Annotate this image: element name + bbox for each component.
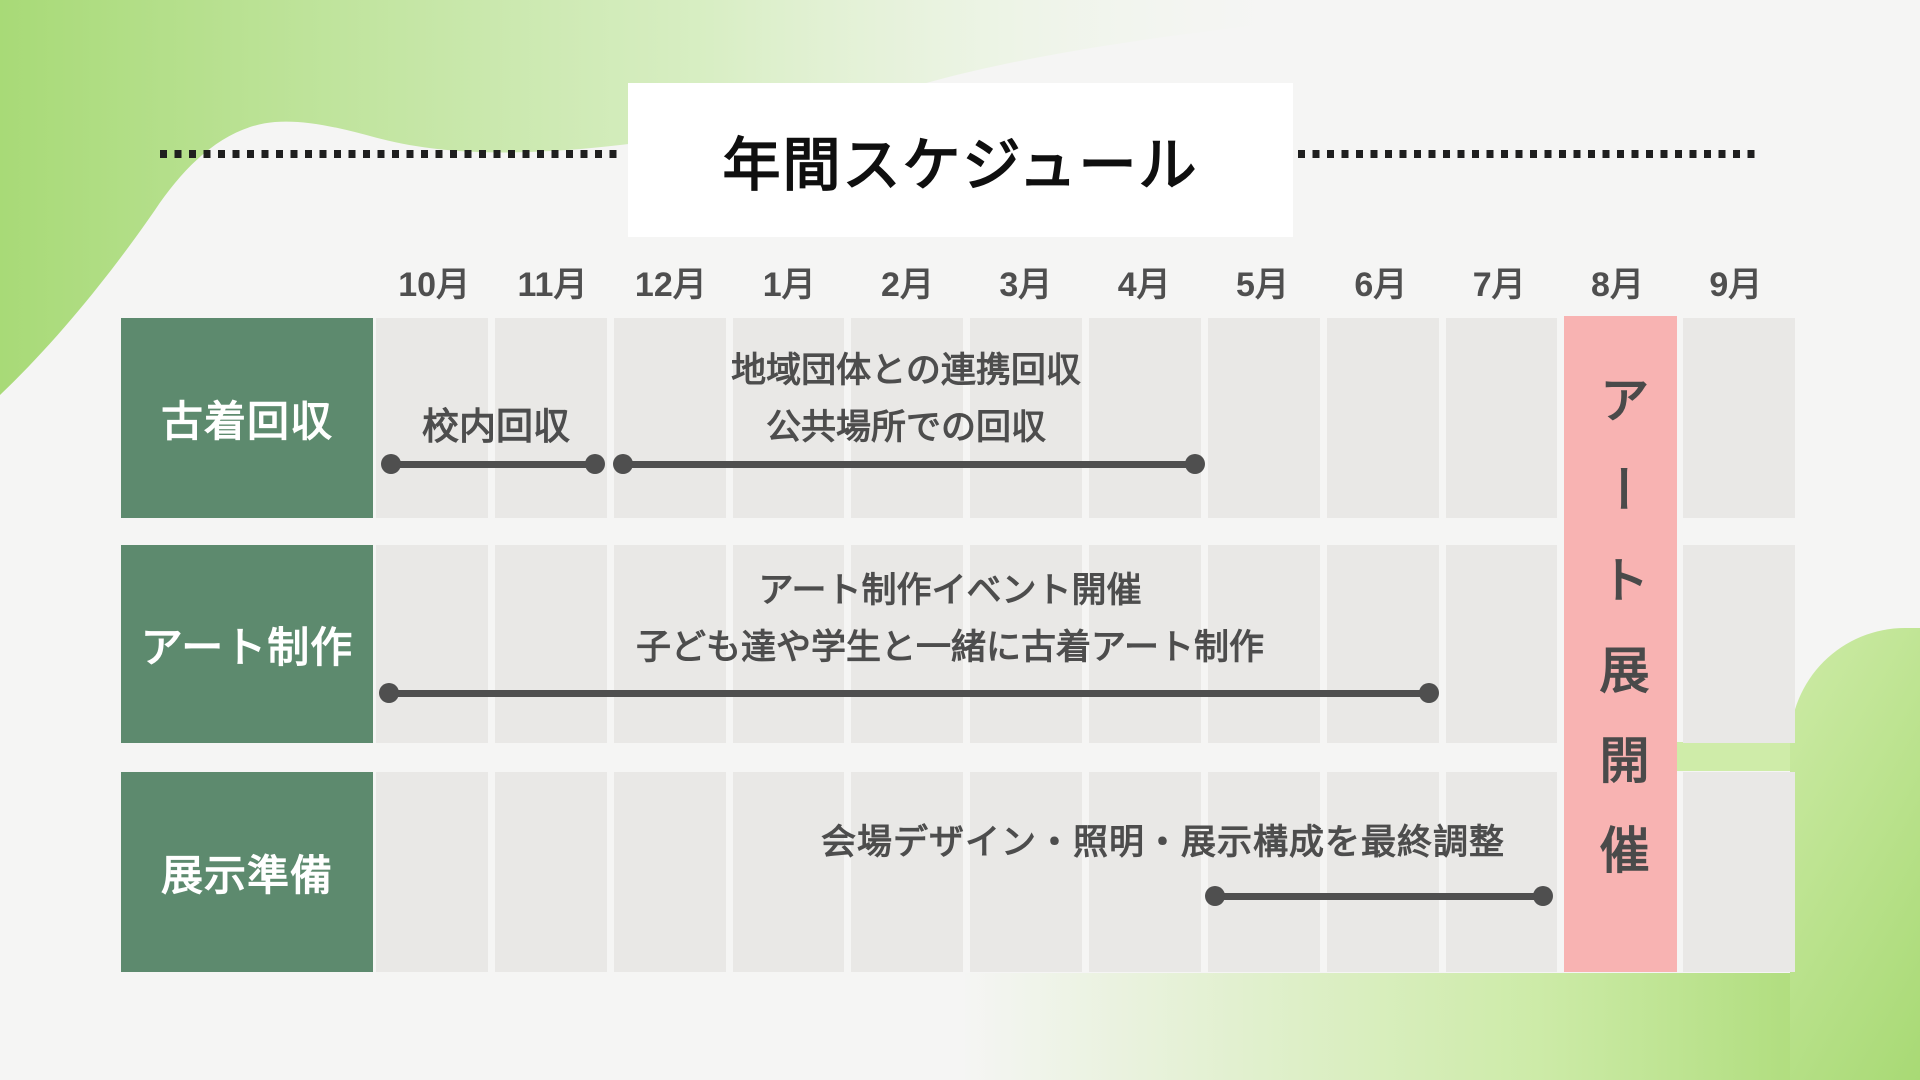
task-label-community-collection: 地域団体との連携回収 公共場所での回収 bbox=[731, 342, 1081, 456]
gantt-bar-school-collection bbox=[381, 454, 605, 474]
row-label: 展示準備 bbox=[121, 772, 373, 972]
task-label-line: 公共場所での回収 bbox=[765, 408, 1046, 447]
highlight-column-august: アート展開催 bbox=[1564, 316, 1677, 972]
month-label: 9月 bbox=[1709, 265, 1763, 304]
bottom-band bbox=[960, 973, 1920, 1080]
month-header: 10月 11月 12月 1月 2月 3月 4月 5月 6月 7月 8月 9月 bbox=[375, 256, 1795, 306]
month-label: 5月 bbox=[1236, 265, 1289, 304]
grid-cell bbox=[1207, 772, 1320, 972]
row-label: アート制作 bbox=[121, 545, 373, 743]
month-label: 12月 bbox=[634, 265, 707, 304]
highlight-column-label: アート展開催 bbox=[1592, 374, 1649, 914]
grid-cell bbox=[1089, 545, 1201, 743]
gantt-bar-art-production bbox=[379, 683, 1439, 703]
gantt-bar-community-collection bbox=[613, 454, 1205, 474]
grid-cell bbox=[376, 545, 488, 743]
grid-cell bbox=[851, 772, 964, 972]
grid-cell bbox=[1445, 545, 1558, 743]
page-title: 年間スケジュール bbox=[722, 133, 1199, 198]
month-label: 1月 bbox=[762, 265, 816, 304]
grid-cell bbox=[613, 545, 726, 743]
month-label: 4月 bbox=[1117, 265, 1171, 304]
grid-cell bbox=[1326, 772, 1439, 972]
grid-cell bbox=[732, 772, 845, 972]
grid-cell bbox=[970, 545, 1082, 743]
task-label-line: 子ども達や学生と一緒に古着アート制作 bbox=[636, 628, 1264, 667]
task-label-line: 校内回収 bbox=[422, 406, 570, 447]
grid-cell bbox=[613, 772, 726, 972]
grid-cell bbox=[851, 318, 964, 518]
grid-cell bbox=[494, 545, 607, 743]
month-label: 8月 bbox=[1591, 265, 1644, 304]
grid-cell bbox=[732, 545, 845, 743]
task-label-exhibition-prep: 会場デザイン・照明・展示構成を最終調整 bbox=[821, 814, 1505, 865]
grid-cell bbox=[1207, 545, 1320, 743]
grid-cell bbox=[1445, 772, 1558, 972]
title-box: 年間スケジュール bbox=[628, 83, 1293, 237]
title-dotted-line-left bbox=[160, 150, 622, 158]
grid-cell bbox=[613, 318, 726, 518]
grid-cell bbox=[1683, 772, 1795, 972]
row-label: 古着回収 bbox=[121, 318, 373, 518]
task-label-line: 地域団体との連携回収 bbox=[731, 351, 1081, 390]
grid-cell bbox=[970, 318, 1082, 518]
grid-cell bbox=[1683, 545, 1795, 743]
gantt-bar-exhibition-prep bbox=[1205, 886, 1553, 906]
grid-cell bbox=[970, 772, 1082, 972]
top-left-wave-blob bbox=[0, 0, 1555, 395]
grid-cell bbox=[1207, 318, 1320, 518]
task-label-school-collection: 校内回収 bbox=[422, 396, 570, 450]
month-label: 7月 bbox=[1472, 265, 1526, 304]
grid-cell bbox=[1326, 318, 1439, 518]
grid-cell bbox=[494, 318, 607, 518]
task-label-line: 会場デザイン・照明・展示構成を最終調整 bbox=[820, 823, 1506, 862]
task-label-line: アート制作イベント開催 bbox=[758, 571, 1142, 610]
month-label: 11月 bbox=[517, 265, 588, 304]
grid-cell bbox=[732, 318, 845, 518]
month-label: 2月 bbox=[881, 265, 934, 304]
month-label: 6月 bbox=[1354, 265, 1408, 304]
bottom-right-blob bbox=[1790, 628, 1920, 1080]
grid-cell bbox=[376, 318, 488, 518]
month-label: 10月 bbox=[398, 265, 471, 304]
title-dotted-line-right bbox=[1298, 150, 1758, 158]
grid-cell bbox=[494, 772, 607, 972]
grid-cell bbox=[1089, 318, 1201, 518]
month-label: 3月 bbox=[999, 265, 1053, 304]
grid-cell bbox=[1089, 772, 1201, 972]
grid-cell bbox=[1683, 318, 1795, 518]
gantt-row-exhibition-prep: 展示準備 bbox=[121, 772, 1795, 972]
grid-cell bbox=[851, 545, 964, 743]
grid-cell bbox=[1326, 545, 1439, 743]
task-label-art-production: アート制作イベント開催 子ども達や学生と一緒に古着アート制作 bbox=[636, 562, 1264, 676]
grid-cell bbox=[1445, 318, 1558, 518]
grid-cell bbox=[376, 772, 488, 972]
